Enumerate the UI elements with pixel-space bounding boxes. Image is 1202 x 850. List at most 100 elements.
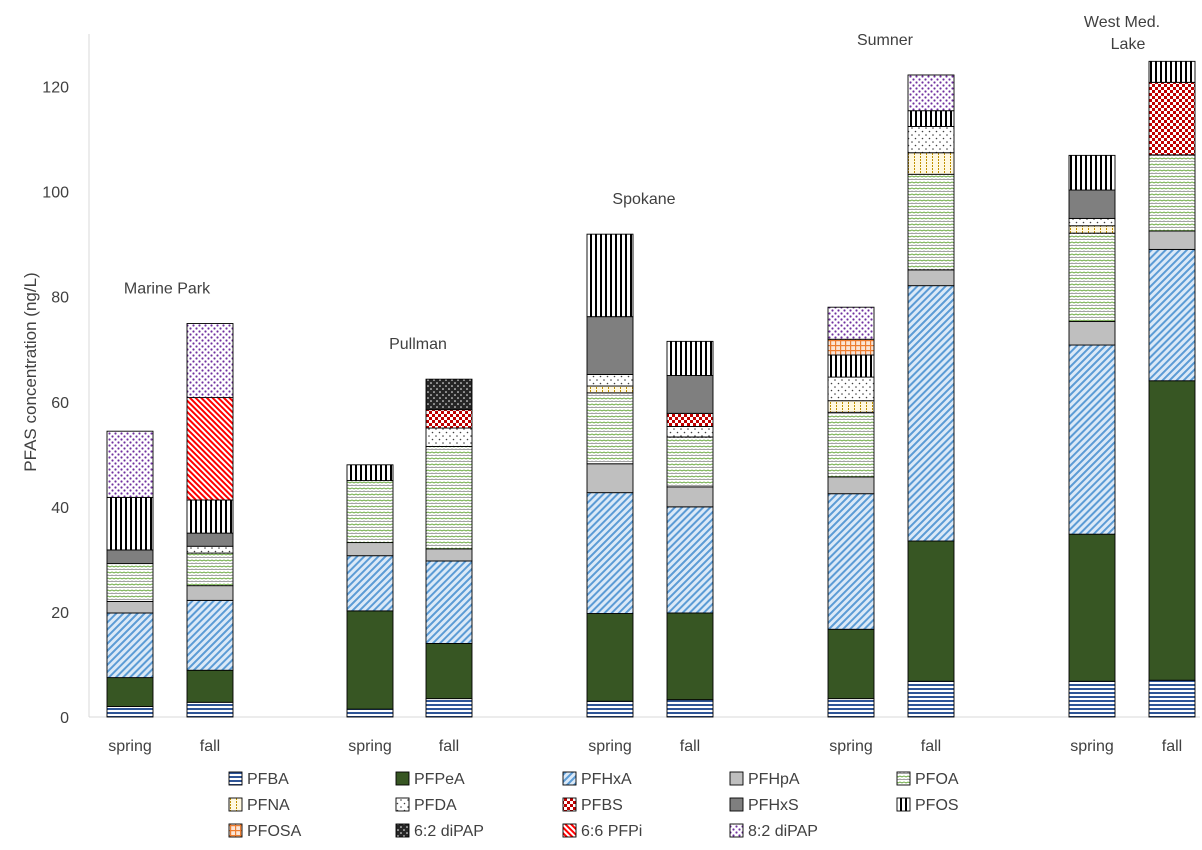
legend-swatch — [562, 771, 577, 786]
x-tick-label: fall — [1162, 738, 1182, 755]
bar-segment-pfbs — [425, 409, 473, 429]
x-tick-label: fall — [921, 738, 941, 755]
bar-segment-pfhpa — [425, 548, 473, 562]
legend-label: PFBA — [247, 771, 289, 788]
bar-segment-pfoa — [666, 436, 714, 488]
x-tick-label: spring — [348, 738, 392, 755]
bar-segment-pfoa — [907, 173, 955, 271]
group-label: West Med. Lake — [1084, 14, 1160, 53]
bar-segment-pfoa — [586, 392, 634, 465]
bar-segment-8-2-dipap — [907, 74, 955, 112]
legend-swatch — [729, 771, 744, 786]
y-tick-label: 80 — [51, 290, 69, 307]
bar-segment-pfos — [827, 354, 875, 378]
x-tick-label: fall — [680, 738, 700, 755]
bar-segment-6-6-pfpi — [186, 397, 234, 501]
x-axis-labels: spring fall spring fall spring fall spring fall… — [108, 738, 1182, 755]
y-tick-label: 100 — [42, 185, 69, 202]
bar-segment-pfhpa — [346, 542, 394, 557]
bar-segment-pfpea — [1068, 533, 1116, 682]
bar-segment-pfhxs — [666, 375, 714, 414]
bar-segment-pfda — [186, 545, 234, 554]
legend-item-pfhxa: PFHxA — [562, 771, 632, 788]
bar-segment-pfda — [666, 426, 714, 438]
legend-swatch — [395, 797, 410, 812]
bar-segment-pfoa — [425, 445, 473, 550]
bar-segment-pfhxs — [586, 316, 634, 375]
bar-segment-pfda — [827, 376, 875, 402]
legend-label: PFOA — [915, 771, 959, 788]
bar-segment-pfhpa — [1148, 230, 1196, 250]
bar-segment-pfhxa — [1148, 248, 1196, 382]
bar-segment-pfoa — [1068, 232, 1116, 322]
x-tick-label: spring — [108, 738, 152, 755]
group-label: Sumner — [857, 32, 914, 49]
legend-swatch — [896, 771, 911, 786]
bar-segment-pfbs — [666, 412, 714, 427]
legend-swatch — [228, 823, 243, 838]
bar-segment-pfosa — [827, 338, 875, 356]
bar-segment-pfba — [586, 700, 634, 718]
bar-segment-pfhpa — [186, 585, 234, 601]
legend-item-pfoa: PFOA — [896, 771, 959, 788]
group-label: Spokane — [612, 191, 675, 208]
bar-segment-pfos — [106, 496, 154, 551]
bar-segment-pfoa — [827, 411, 875, 478]
bar-segment-pfba — [186, 701, 234, 718]
legend-label: 6:2 diPAP — [414, 823, 484, 840]
legend-label: PFOS — [915, 797, 959, 814]
bar-segment-pfpea — [346, 610, 394, 710]
bar-segment-pfoa — [106, 563, 154, 602]
bar-segment-8-2-dipap — [186, 323, 234, 399]
legend-item-pfosa: PFOSA — [228, 823, 302, 840]
y-tick-label: 20 — [51, 605, 69, 622]
bar-segment-pfna — [907, 152, 955, 175]
legend-label: 6:6 PFPi — [581, 823, 642, 840]
bar-segment-pfhpa — [106, 600, 154, 614]
legend-item-pfda: PFDA — [395, 797, 457, 814]
legend-swatch — [395, 771, 410, 786]
bar-segment-pfba — [666, 699, 714, 718]
bar-segment-pfhxa — [106, 612, 154, 679]
legend-label: 8:2 diPAP — [748, 823, 818, 840]
bar-segment-pfos — [586, 233, 634, 318]
bar-segment-pfbs — [1148, 81, 1196, 156]
x-tick-label: fall — [439, 738, 459, 755]
bar-segment-pfna — [1068, 225, 1116, 234]
bar-segment-pfhxa — [1068, 344, 1116, 535]
bar-segment-pfos — [1068, 154, 1116, 191]
bar-segment-pfpea — [907, 540, 955, 682]
legend-label: PFDA — [414, 797, 457, 814]
bar-segment-pfpea — [586, 613, 634, 702]
legend-item-6-2-dipap: 6:2 diPAP — [395, 823, 484, 840]
legend-swatch — [395, 823, 410, 838]
y-tick-label: 120 — [42, 80, 69, 97]
legend-swatch — [729, 823, 744, 838]
legend: PFBA PFPeA PFHxA PFHpA PFOA PFNA PFDA PFBS PFHxS… — [228, 771, 959, 840]
y-tick-label: 60 — [51, 395, 69, 412]
legend-swatch — [896, 797, 911, 812]
legend-swatch — [562, 797, 577, 812]
bar-segment-pfhpa — [666, 486, 714, 508]
bar-segment-pfba — [1148, 679, 1196, 718]
legend-item-pfbs: PFBS — [562, 797, 623, 814]
y-axis-title: PFAS concentration (ng/L) — [21, 272, 40, 471]
bar-segment-pfhpa — [907, 269, 955, 287]
y-tick-label: 40 — [51, 500, 69, 517]
bar-segment-pfba — [827, 698, 875, 718]
group-label: Marine Park — [124, 280, 211, 297]
bar-segment-pfpea — [666, 612, 714, 701]
bar-segment-pfba — [346, 708, 394, 718]
legend-item-pfhxs: PFHxS — [729, 797, 799, 814]
bar-segment-pfhpa — [1068, 320, 1116, 346]
legend-label: PFHxS — [748, 797, 799, 814]
bar-segment-pfhxs — [106, 549, 154, 565]
legend-item-pfos: PFOS — [896, 797, 959, 814]
bar-segment-pfpea — [425, 642, 473, 700]
bar-segment-8-2-dipap — [106, 430, 154, 498]
bar-segment-6-2-dipap — [425, 378, 473, 411]
bar-segment-8-2-dipap — [827, 306, 875, 340]
bar-segment-pfpea — [827, 628, 875, 700]
legend-item-pfpea: PFPeA — [395, 771, 465, 788]
legend-label: PFBS — [581, 797, 623, 814]
